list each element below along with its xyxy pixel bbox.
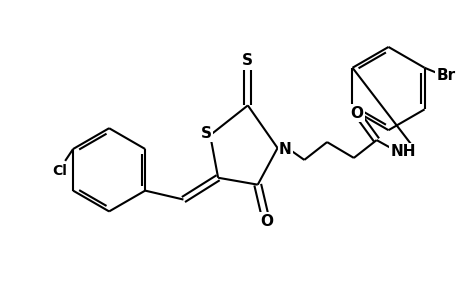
Text: O: O <box>260 214 273 229</box>
Text: S: S <box>200 126 211 141</box>
Text: NH: NH <box>390 145 415 160</box>
Text: O: O <box>350 106 363 121</box>
Text: Cl: Cl <box>52 164 67 178</box>
Text: N: N <box>279 142 291 158</box>
Text: Br: Br <box>436 68 455 83</box>
Text: S: S <box>242 53 253 68</box>
